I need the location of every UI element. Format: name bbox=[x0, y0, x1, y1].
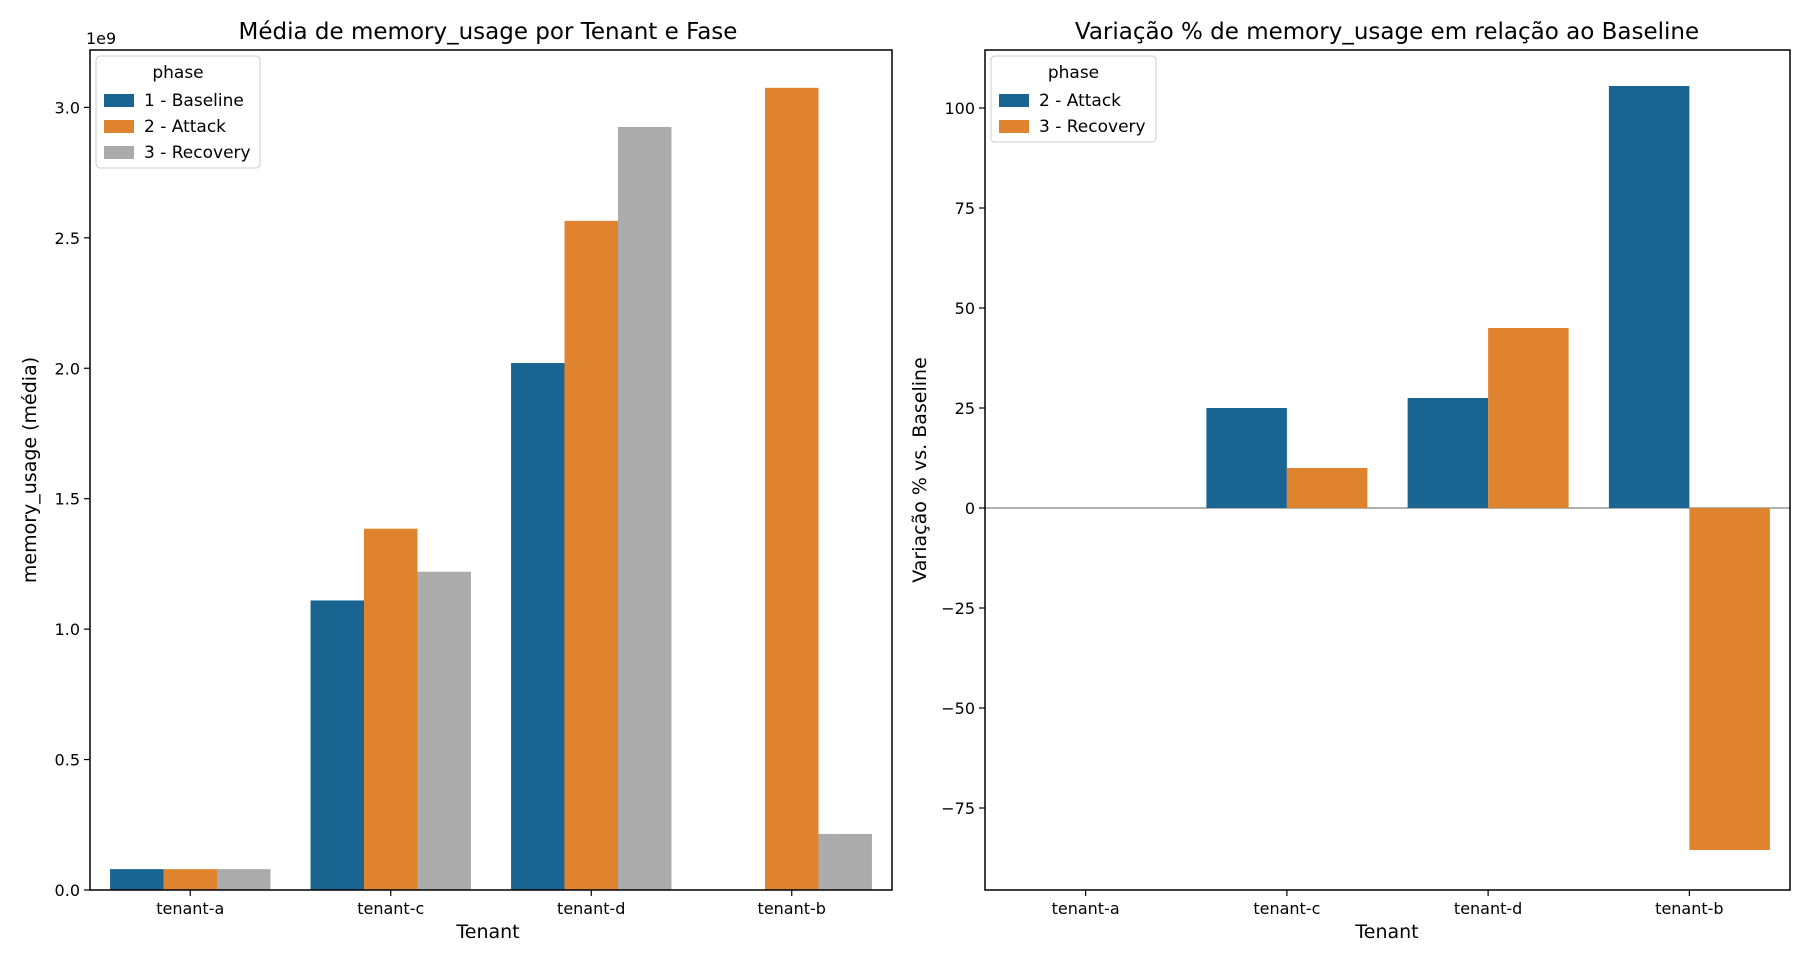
left-chart: Média de memory_usage por Tenant e Fase … bbox=[19, 19, 893, 943]
left-chart-x-tick-label: tenant-a bbox=[156, 899, 224, 918]
right-chart-x-tick-label: tenant-a bbox=[1052, 899, 1120, 918]
left-chart-y-axis-label: memory_usage (média) bbox=[19, 357, 41, 583]
right-chart-legend-box bbox=[990, 55, 1157, 143]
right-chart-bar bbox=[1608, 86, 1690, 508]
left-chart-bar bbox=[310, 600, 365, 890]
left-chart-legend-label: 1 - Baseline bbox=[144, 91, 244, 111]
right-chart-y-tick-label: 0 bbox=[965, 499, 975, 518]
left-chart-legend-swatch bbox=[104, 94, 134, 107]
right-chart-x-tick-label: tenant-d bbox=[1454, 899, 1522, 918]
left-chart-bar bbox=[110, 869, 164, 890]
left-chart-title: Média de memory_usage por Tenant e Fase bbox=[239, 19, 738, 45]
left-chart-bar bbox=[163, 869, 217, 890]
left-chart-legend-swatch bbox=[104, 120, 134, 133]
right-chart-legend-title: phase bbox=[1048, 63, 1099, 83]
left-chart-offset-text: 1e9 bbox=[86, 29, 116, 48]
left-chart-y-tick-label: 2.0 bbox=[55, 359, 80, 378]
left-chart-x-tick-label: tenant-b bbox=[758, 899, 826, 918]
right-chart: Variação % de memory_usage em relação ao… bbox=[909, 19, 1791, 943]
left-chart-y-tick-label: 3.0 bbox=[55, 98, 80, 117]
left-chart-bar bbox=[765, 87, 819, 890]
right-chart-legend-label: 2 - Attack bbox=[1039, 91, 1121, 111]
left-chart-legend-label: 3 - Recovery bbox=[144, 143, 251, 163]
left-chart-bar bbox=[417, 571, 471, 890]
left-chart-bar bbox=[511, 363, 565, 891]
right-chart-bar bbox=[1488, 328, 1569, 508]
right-chart-x-axis-label: Tenant bbox=[1354, 921, 1418, 943]
right-chart-bar bbox=[1206, 408, 1287, 508]
left-chart-x-tick-label: tenant-c bbox=[357, 899, 424, 918]
right-chart-bar bbox=[1689, 508, 1770, 850]
left-chart-y-tick-label: 0.0 bbox=[55, 881, 80, 900]
left-chart-axes-frame bbox=[89, 49, 893, 891]
right-chart-legend-swatch bbox=[999, 120, 1029, 133]
left-chart-legend-box bbox=[95, 55, 261, 169]
right-chart-axes-frame bbox=[984, 49, 1791, 891]
right-chart-y-tick-label: 25 bbox=[955, 399, 975, 418]
left-chart-x-axis-label: Tenant bbox=[455, 921, 519, 943]
right-chart-x-tick-label: tenant-c bbox=[1253, 899, 1320, 918]
left-chart-legend-label: 2 - Attack bbox=[144, 117, 226, 137]
right-chart-x-tick-label: tenant-b bbox=[1655, 899, 1723, 918]
left-chart-bar bbox=[216, 869, 271, 890]
right-chart-bar bbox=[1286, 468, 1368, 508]
left-chart-legend-swatch bbox=[104, 146, 134, 159]
left-chart-y-tick-label: 2.5 bbox=[55, 229, 80, 248]
right-chart-y-tick-label: 100 bbox=[944, 99, 975, 118]
left-chart-y-tick-label: 1.5 bbox=[55, 490, 80, 509]
right-chart-legend-swatch bbox=[999, 94, 1029, 107]
left-chart-bar bbox=[364, 528, 418, 890]
right-chart-bar bbox=[1407, 398, 1489, 508]
right-chart-y-tick-label: −25 bbox=[941, 599, 975, 618]
right-chart-y-tick-label: 50 bbox=[955, 299, 975, 318]
right-chart-y-axis-label: Variação % vs. Baseline bbox=[909, 357, 931, 583]
left-chart-bar bbox=[617, 126, 672, 890]
right-chart-title: Variação % de memory_usage em relação ao… bbox=[1075, 19, 1699, 45]
right-chart-y-tick-label: −50 bbox=[941, 699, 975, 718]
right-chart-y-tick-label: 75 bbox=[955, 199, 975, 218]
left-chart-bar bbox=[564, 220, 618, 890]
left-chart-bar bbox=[818, 833, 872, 890]
left-chart-y-tick-label: 0.5 bbox=[55, 751, 80, 770]
left-chart-legend-title: phase bbox=[152, 63, 203, 83]
left-chart-x-tick-label: tenant-d bbox=[557, 899, 625, 918]
left-chart-y-tick-label: 1.0 bbox=[55, 620, 80, 639]
right-chart-y-tick-label: −75 bbox=[941, 799, 975, 818]
right-chart-legend-label: 3 - Recovery bbox=[1039, 117, 1146, 137]
